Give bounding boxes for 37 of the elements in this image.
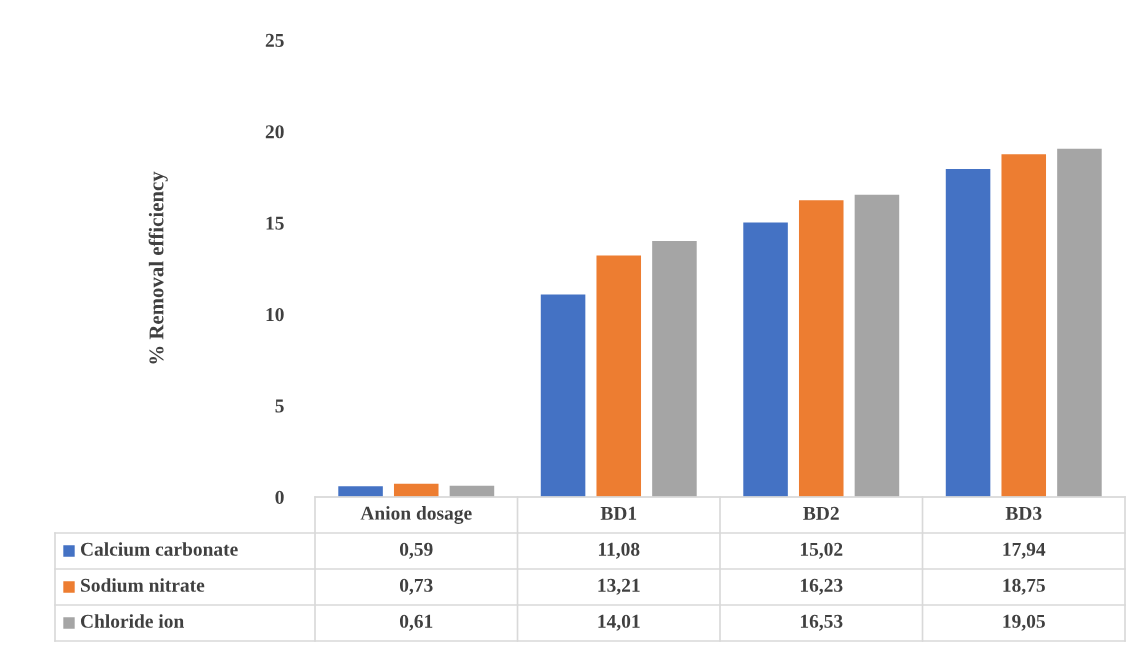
y-tick-label: 25 (265, 33, 284, 47)
x-tick-label: Anion dosage (360, 506, 472, 524)
legend-label: Calcium carbonate (80, 542, 238, 556)
bar (338, 486, 383, 497)
bar (1001, 154, 1047, 497)
y-axis-title: % Removal efficiency (148, 171, 168, 364)
bar (393, 483, 439, 497)
data-label: 11,08 (598, 542, 640, 559)
bar (652, 240, 697, 497)
data-label: 19,05 (1003, 614, 1045, 631)
bar (798, 200, 844, 497)
legend-label: Sodium nitrate (81, 578, 205, 592)
data-label: 18,75 (1003, 578, 1045, 595)
data-label: 0,73 (399, 578, 433, 595)
data-label: 0,59 (399, 542, 433, 559)
y-tick-label: 10 (266, 308, 284, 322)
bar (596, 255, 642, 497)
bar (854, 194, 900, 497)
data-label: 15,02 (800, 542, 843, 559)
x-tick-label: BD2 (803, 506, 839, 520)
y-tick-label: 15 (266, 216, 284, 230)
data-label: 0,61 (399, 614, 433, 631)
y-tick-label: 5 (275, 399, 284, 413)
bar (945, 169, 991, 497)
data-label: 17,94 (1003, 542, 1046, 559)
y-tick-label: 20 (265, 125, 284, 139)
bar (540, 294, 586, 497)
data-label: 16,23 (800, 578, 843, 595)
data-label: 13,21 (598, 578, 640, 595)
data-label: 14,01 (598, 614, 640, 631)
bar (1057, 148, 1102, 497)
data-label: 16,53 (800, 614, 843, 631)
x-tick-label: BD3 (1005, 506, 1042, 520)
x-tick-label: BD1 (600, 506, 637, 520)
bar (743, 222, 788, 497)
y-tick-label: 0 (275, 490, 284, 504)
legend-label: Chloride ion (80, 614, 184, 628)
